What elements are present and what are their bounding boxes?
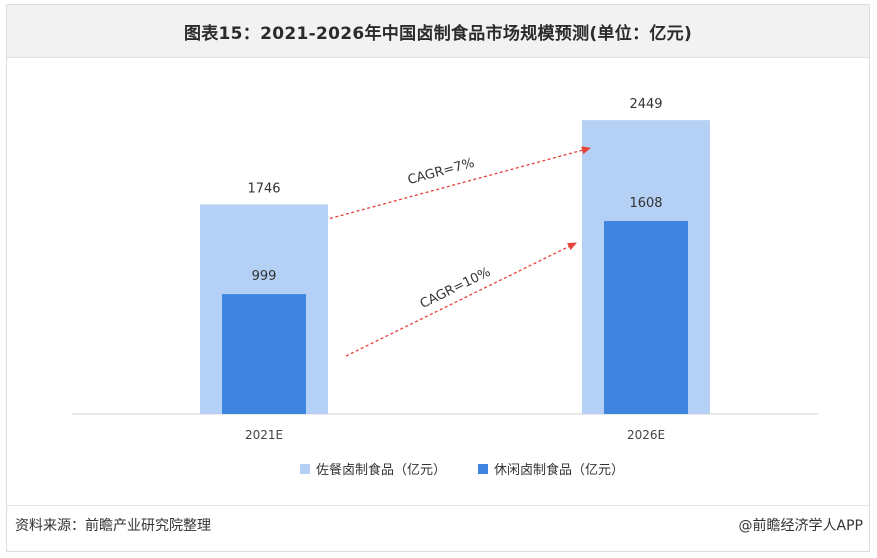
credit-note: @前瞻经济学人APP: [738, 518, 863, 534]
x-tick-label-2026E: 2026E: [627, 428, 665, 442]
data-label-2021E-series-2: 999: [252, 269, 277, 284]
cagr-label-series-1: CAGR=7%: [406, 156, 476, 188]
bar-2026E-series-2: [604, 221, 688, 414]
chart-title: 图表15：2021-2026年中国卤制食品市场规模预测(单位：亿元): [183, 24, 693, 44]
data-label-2026E-series-2: 1608: [629, 196, 662, 211]
source-note: 资料来源：前瞻产业研究院整理: [15, 518, 211, 534]
cagr-arrow-series-2: [345, 242, 577, 357]
cagr-label-series-2: CAGR=10%: [418, 265, 493, 312]
legend-swatch-series-1: [300, 464, 310, 474]
cagr-arrow-series-1: [329, 146, 591, 220]
title-bar: 图表15：2021-2026年中国卤制食品市场规模预测(单位：亿元): [7, 5, 869, 58]
legend-swatch-series-2: [478, 464, 488, 474]
chart-frame: [6, 4, 870, 552]
data-label-2026E-series-1: 2449: [629, 97, 662, 112]
legend-label-series-1: 佐餐卤制食品（亿元）: [316, 462, 446, 478]
data-label-2021E-series-1: 1746: [247, 181, 280, 196]
legend-label-series-2: 休闲卤制食品（亿元）: [494, 462, 624, 478]
footer-divider: [7, 505, 869, 506]
x-tick-label-2021E: 2021E: [245, 428, 283, 442]
bar-2021E-series-2: [222, 294, 306, 414]
